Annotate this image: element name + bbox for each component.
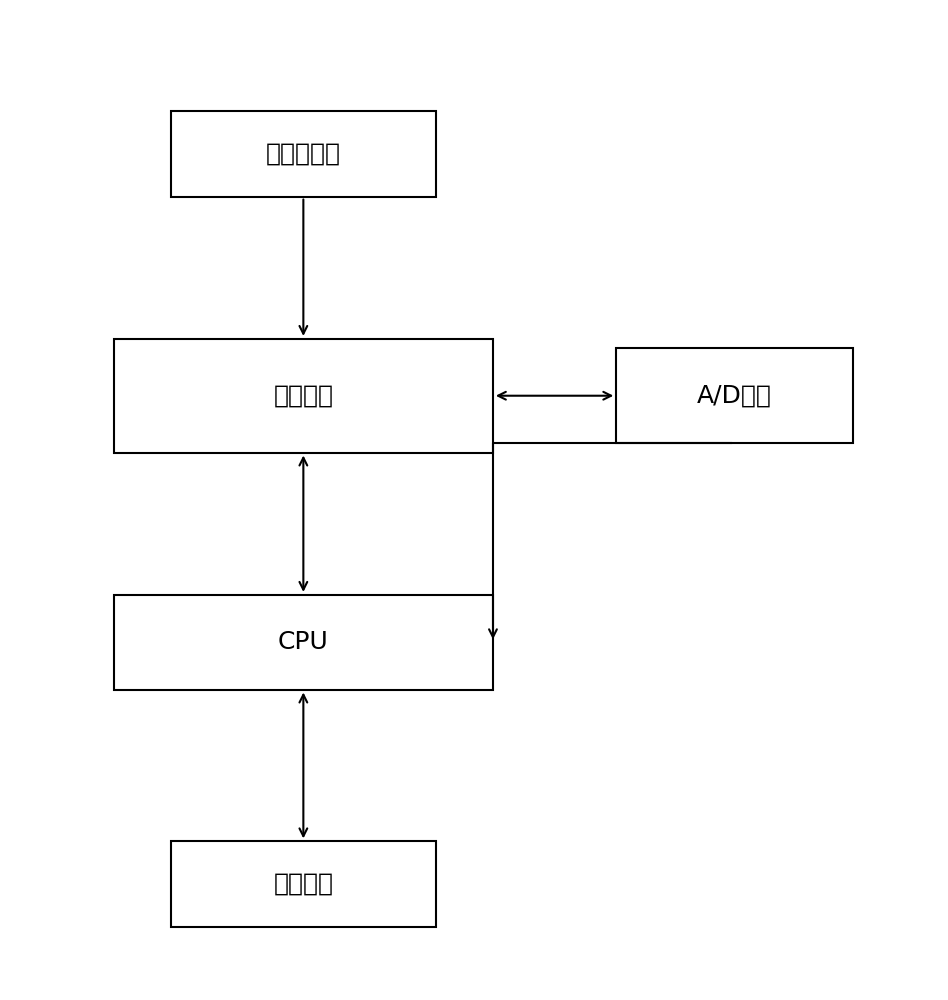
Text: A/D采集: A/D采集 <box>698 384 772 408</box>
FancyBboxPatch shape <box>114 339 493 453</box>
Text: 地面系统: 地面系统 <box>273 872 334 896</box>
Text: 温度传感器: 温度传感器 <box>265 142 341 166</box>
FancyBboxPatch shape <box>114 595 493 690</box>
Text: CPU: CPU <box>278 630 329 654</box>
FancyBboxPatch shape <box>616 348 853 443</box>
FancyBboxPatch shape <box>171 841 436 927</box>
Text: 恒压电路: 恒压电路 <box>273 384 334 408</box>
FancyBboxPatch shape <box>171 111 436 197</box>
